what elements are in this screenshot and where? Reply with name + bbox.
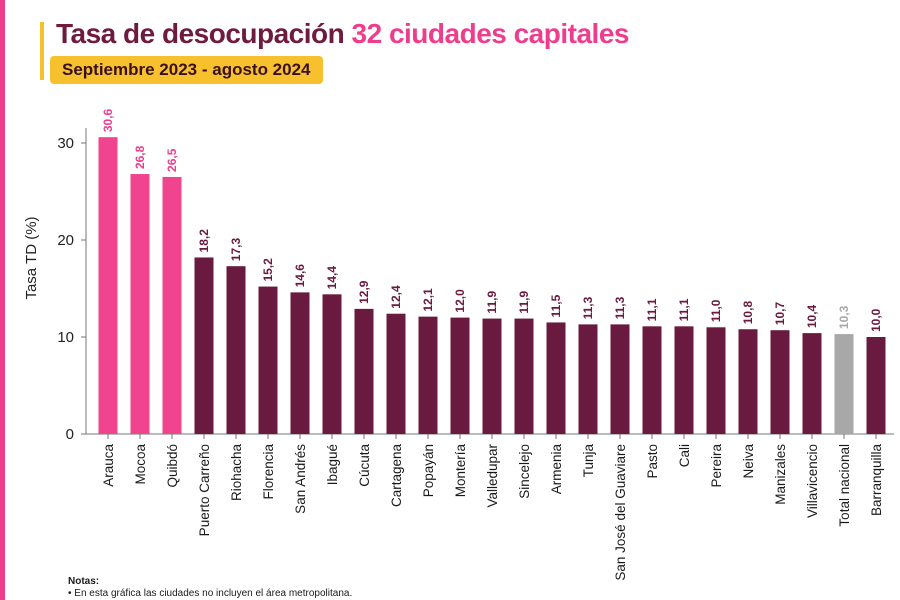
bar-18 — [674, 326, 694, 434]
category-label: Total nacional — [837, 444, 852, 527]
category-label: Barranquilla — [869, 444, 884, 517]
bar-22 — [802, 333, 822, 434]
bar-value-label: 11,1 — [645, 298, 659, 321]
bar-value-label: 26,5 — [165, 148, 179, 172]
bar-value-label: 11,1 — [677, 298, 691, 321]
bar-value-label: 11,5 — [549, 294, 563, 317]
bar-16 — [610, 324, 630, 434]
bar-5 — [258, 286, 278, 434]
bar-value-label: 12,9 — [357, 280, 371, 304]
bar-value-label: 10,7 — [773, 302, 787, 326]
bar-value-label: 14,4 — [325, 266, 339, 290]
category-label: Arauca — [101, 444, 116, 487]
bar-19 — [706, 327, 726, 434]
bar-value-label: 10,3 — [837, 305, 851, 329]
bar-6 — [290, 292, 310, 434]
bar-3 — [194, 257, 214, 434]
category-label: San José del Guaviare — [613, 444, 628, 581]
category-label: Neiva — [741, 444, 756, 479]
category-label: Villavicencio — [805, 444, 820, 518]
y-tick-label: 10 — [57, 329, 74, 346]
bar-2 — [162, 176, 182, 434]
y-axis-title: Tasa TD (%) — [23, 216, 40, 299]
notes-heading: Notas: — [68, 576, 100, 587]
bar-11 — [450, 317, 470, 434]
bar-24 — [866, 337, 886, 434]
category-label: Manizales — [773, 444, 788, 505]
category-label: Quibdó — [165, 444, 180, 488]
category-label: Valledupar — [485, 443, 500, 507]
bar-value-label: 30,6 — [101, 108, 115, 132]
bar-8 — [354, 308, 374, 434]
category-label: Florencia — [261, 444, 276, 500]
notes-line: • En esta gráfica las ciudades no incluy… — [68, 588, 353, 599]
category-label: Armenia — [549, 444, 564, 495]
bar-1 — [130, 174, 150, 435]
category-label: Cúcuta — [357, 444, 372, 487]
title-accent-bar — [40, 22, 44, 80]
category-label: Pereira — [709, 444, 724, 488]
category-label: Cartagena — [389, 444, 404, 508]
bar-7 — [322, 294, 342, 434]
period-badge: Septiembre 2023 - agosto 2024 — [50, 56, 323, 84]
bar-20 — [738, 329, 758, 434]
bar-value-label: 17,3 — [229, 238, 243, 262]
chart-title-main: Tasa de desocupación — [56, 18, 345, 49]
bar-value-label: 11,0 — [709, 299, 723, 322]
category-label: Sincelejo — [517, 444, 532, 499]
bar-17 — [642, 326, 662, 434]
bar-value-label: 10,4 — [805, 304, 819, 328]
bar-value-label: 18,2 — [197, 229, 211, 253]
y-tick-label: 20 — [57, 232, 74, 249]
bar-23 — [834, 334, 854, 434]
category-label: Pasto — [645, 444, 660, 479]
y-tick-label: 0 — [66, 426, 74, 443]
bar-value-label: 11,3 — [581, 296, 595, 319]
y-tick-label: 30 — [57, 135, 74, 152]
category-label: Tunja — [581, 444, 596, 478]
bar-value-label: 12,4 — [389, 285, 403, 309]
bar-9 — [386, 313, 406, 434]
category-label: Ibagué — [325, 444, 340, 485]
bar-12 — [482, 318, 502, 434]
category-label: Montería — [453, 444, 468, 498]
period-label: Septiembre 2023 - agosto 2024 — [62, 60, 311, 79]
notes-block: Notas: • En esta gráfica las ciudades no… — [68, 576, 352, 600]
bar-13 — [514, 318, 534, 434]
bar-value-label: 11,9 — [517, 291, 531, 314]
chart-title: Tasa de desocupación 32 ciudades capital… — [56, 18, 629, 50]
category-label: Puerto Carreño — [197, 444, 212, 536]
category-label: Riohacha — [229, 444, 244, 502]
bar-value-label: 10,0 — [869, 308, 883, 332]
bar-value-label: 26,8 — [133, 145, 147, 169]
chart-title-highlight: 32 ciudades capitales — [351, 18, 630, 49]
category-label: Popayán — [421, 444, 436, 497]
left-brand-stripe — [0, 0, 5, 600]
bar-value-label: 14,6 — [293, 264, 307, 288]
bar-15 — [578, 324, 598, 434]
bar-value-label: 11,9 — [485, 291, 499, 314]
bar-value-label: 11,3 — [613, 296, 627, 319]
category-label: Mocoa — [133, 444, 148, 485]
bar-10 — [418, 316, 438, 434]
bar-21 — [770, 330, 790, 434]
category-label: Cali — [677, 444, 692, 467]
bar-value-label: 12,0 — [453, 289, 467, 313]
bar-value-label: 10,8 — [741, 301, 755, 325]
bar-value-label: 15,2 — [261, 258, 275, 282]
category-label: San Andrés — [293, 444, 308, 514]
bar-0 — [98, 137, 118, 434]
bar-value-label: 12,1 — [421, 288, 435, 312]
bar-4 — [226, 266, 246, 434]
bar-14 — [546, 322, 566, 434]
